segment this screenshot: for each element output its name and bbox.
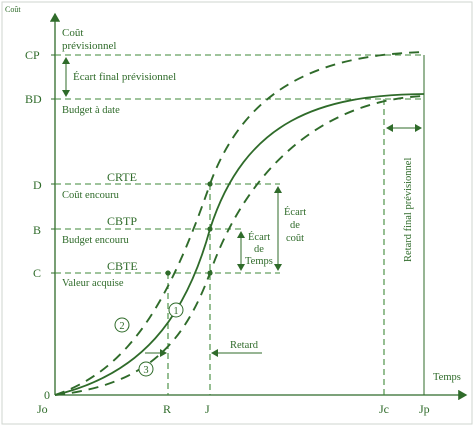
point-r — [165, 270, 171, 276]
label-budget-date: Budget à date — [62, 105, 120, 116]
tick-jo: Jo — [37, 402, 48, 416]
label-ecart-final: Écart final prévisionnel — [73, 71, 176, 83]
marker-3-text: 3 — [143, 365, 148, 376]
y-axis-title-line2: prévisionnel — [62, 40, 116, 52]
label-crte: CRTE — [107, 170, 137, 184]
label-cbte: CBTE — [107, 259, 138, 273]
point-cbte — [207, 270, 213, 276]
label-cout-encouru: Coût encouru — [62, 190, 120, 201]
level-c: C — [33, 266, 41, 280]
label-ecart-temps-3: Temps — [245, 256, 273, 267]
marker-1-text: 1 — [173, 306, 178, 317]
label-retard-final: Retard final prévisionnel — [403, 158, 414, 262]
label-budget-encouru: Budget encouru — [62, 235, 130, 246]
level-zero: 0 — [44, 388, 50, 402]
marker-curve-1: 1 — [168, 302, 184, 318]
curve-2-forecast-cost — [54, 51, 425, 396]
y-axis-title-line1: Coût — [62, 27, 83, 39]
level-bd: BD — [25, 92, 42, 106]
label-retard: Retard — [230, 340, 259, 351]
label-ecart-temps-2: de — [254, 244, 264, 255]
level-cp: CP — [25, 48, 40, 62]
label-ecart-cout-3: coût — [286, 233, 304, 244]
tick-r: R — [163, 402, 171, 416]
label-cbtp: CBTP — [107, 214, 137, 228]
level-d: D — [33, 178, 42, 192]
marker-curve-3: 3 — [138, 361, 154, 377]
tick-j: J — [205, 402, 210, 416]
point-cbtp — [207, 226, 213, 232]
y-axis-title-small: Coût — [5, 5, 21, 14]
marker-curve-2: 2 — [114, 317, 130, 333]
marker-2-text: 2 — [119, 321, 124, 332]
x-axis-title: Temps — [433, 372, 461, 383]
tick-jp: Jp — [419, 402, 430, 416]
curve-3-earned-value — [54, 95, 425, 396]
label-ecart-cout-2: de — [290, 220, 300, 231]
tick-jc: Jc — [379, 402, 389, 416]
label-ecart-temps-1: Écart — [248, 231, 270, 243]
point-crte — [207, 181, 213, 187]
level-b: B — [33, 223, 41, 237]
label-valeur-acquise: Valeur acquise — [62, 278, 124, 289]
label-ecart-cout-1: Écart — [284, 206, 306, 218]
